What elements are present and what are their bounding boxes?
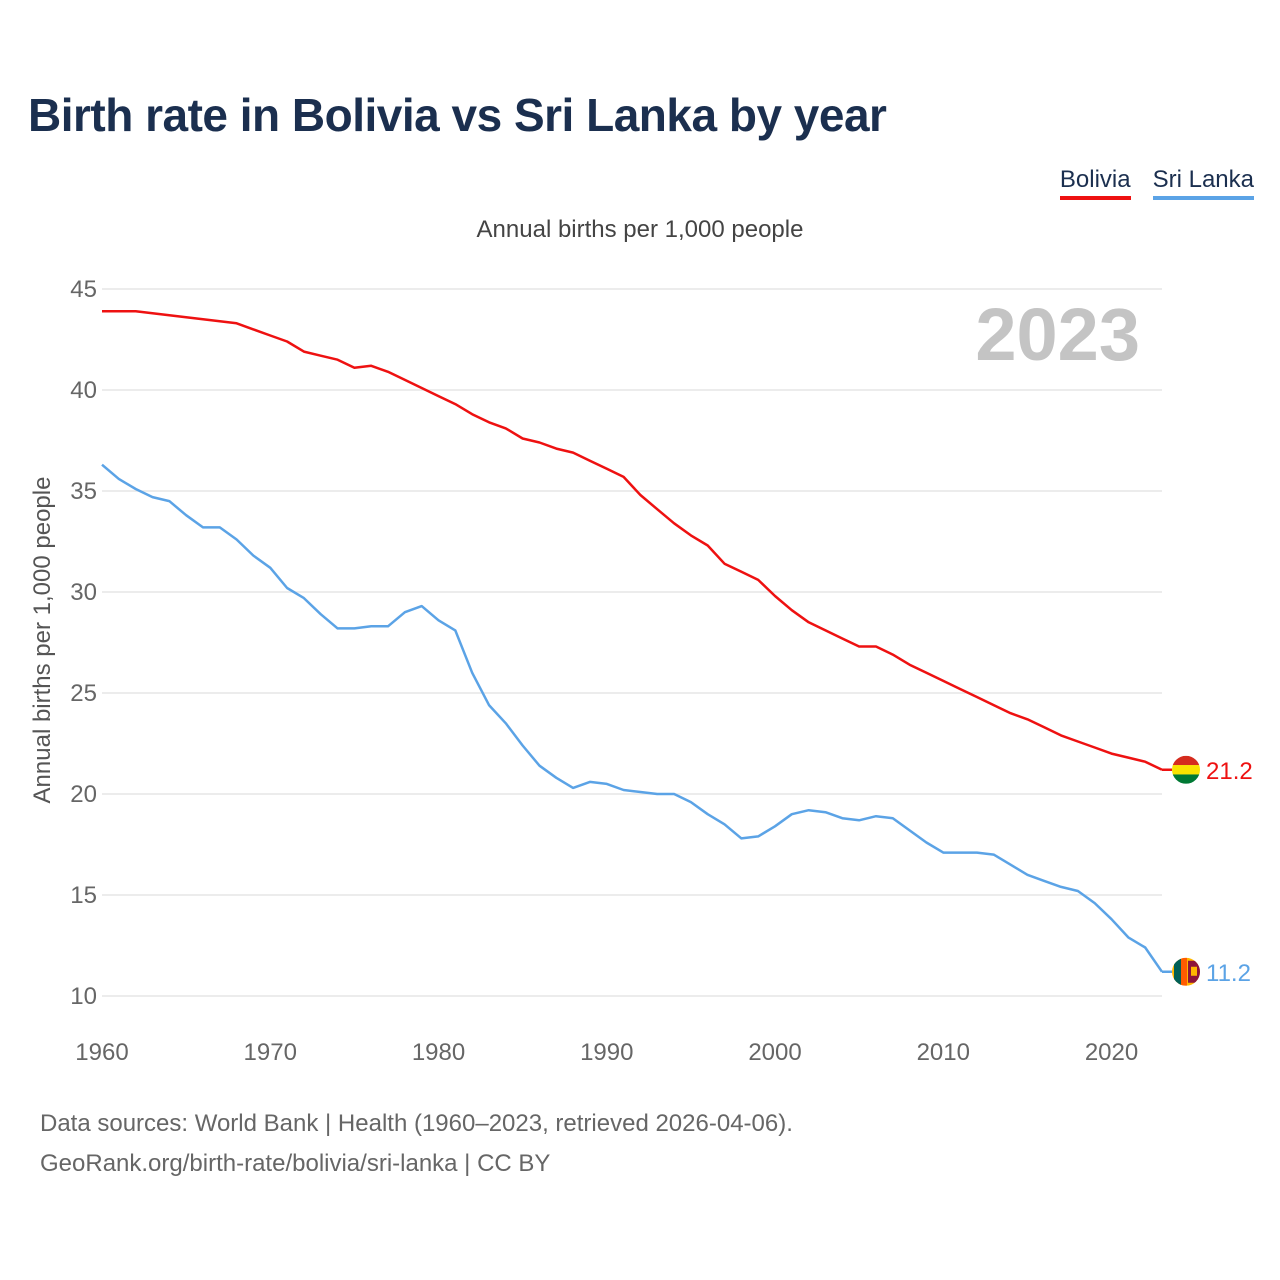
- x-tick-label: 2020: [1085, 1039, 1138, 1066]
- data-source-note: Data sources: World Bank | Health (1960–…: [40, 1110, 793, 1137]
- source-url-license: GeoRank.org/birth-rate/bolivia/sri-lanka…: [40, 1150, 551, 1177]
- flag-bolivia-icon: [1172, 755, 1200, 784]
- flag-stripe: [1172, 765, 1200, 775]
- x-tick-label: 1990: [580, 1039, 633, 1066]
- footer: Data sources: World Bank | Health (1960–…: [40, 1104, 793, 1184]
- flag-stripe: [1181, 957, 1187, 986]
- x-tick-label: 1960: [75, 1039, 128, 1066]
- end-value-label-bolivia: 21.2: [1206, 758, 1253, 785]
- series-lines: [101, 309, 1164, 973]
- series-line-sri-lanka: [101, 463, 1164, 973]
- y-axis-ticks: 10 15 20 25 30 35 40 45: [70, 276, 97, 1010]
- y-axis-label: Annual births per 1,000 people: [29, 477, 56, 804]
- y-tick-label: 40: [70, 377, 97, 404]
- year-watermark: 2023: [975, 293, 1140, 376]
- x-tick-label: 1980: [412, 1039, 465, 1066]
- flag-stripe: [1174, 957, 1181, 986]
- x-tick-label: 2000: [748, 1039, 801, 1066]
- x-tick-label: 2010: [917, 1039, 970, 1066]
- y-tick-label: 25: [70, 680, 97, 707]
- grid-lines: [102, 288, 1162, 997]
- flag-stripe: [1172, 774, 1200, 784]
- x-axis-ticks: 1960 1970 1980 1990 2000 2010 2020: [75, 1039, 1138, 1066]
- legend-item-bolivia[interactable]: Bolivia: [1059, 166, 1131, 200]
- y-tick-label: 15: [70, 882, 97, 909]
- y-tick-label: 10: [70, 983, 97, 1010]
- chart-subtitle: Annual births per 1,000 people: [476, 216, 804, 243]
- y-tick-label: 35: [70, 478, 97, 505]
- series-endpoints: 21.2 11.2: [1162, 755, 1253, 987]
- y-tick-label: 20: [70, 781, 97, 808]
- x-tick-label: 1970: [244, 1039, 297, 1066]
- line-chart: 10 15 20 25 30 35 40 45 1960 1970 1980 1990 2000 201…: [29, 276, 1253, 1066]
- y-tick-label: 45: [70, 276, 97, 303]
- legend: Bolivia Sri Lanka: [1059, 166, 1254, 200]
- legend-item-sri-lanka[interactable]: Sri Lanka: [1152, 166, 1254, 200]
- end-value-label-sri-lanka: 11.2: [1206, 960, 1251, 987]
- chart-title: Birth rate in Bolivia vs Sri Lanka by ye…: [28, 89, 887, 141]
- flag-stripe: [1172, 755, 1200, 766]
- flag-lion: [1191, 966, 1197, 976]
- series-line-bolivia: [102, 309, 1163, 771]
- y-tick-label: 30: [70, 579, 97, 606]
- flag-sri-lanka-icon: [1172, 957, 1200, 986]
